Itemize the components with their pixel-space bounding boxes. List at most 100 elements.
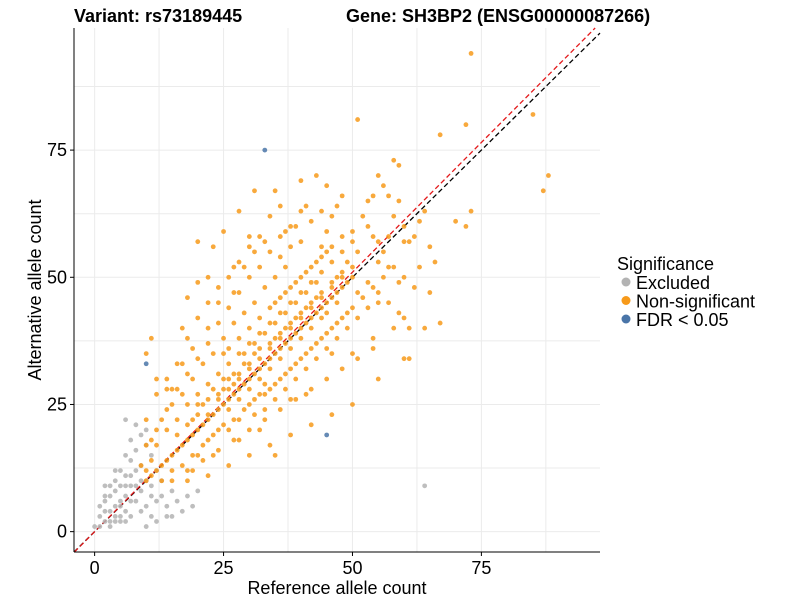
point-non-significant [401,274,407,280]
gene-title: Gene: SH3BP2 (ENSG00000087266) [346,6,650,26]
point-non-significant [463,122,469,128]
point-non-significant [319,305,324,311]
point-non-significant [185,295,190,301]
point-excluded [128,473,134,479]
point-excluded [164,503,170,509]
point-non-significant [329,295,335,301]
point-non-significant [252,188,257,194]
point-non-significant [293,224,299,229]
point-non-significant [334,320,340,326]
point-non-significant [236,437,242,443]
point-excluded [118,513,123,519]
data-points [92,51,551,529]
point-non-significant [267,249,273,255]
point-non-significant [221,351,226,356]
point-non-significant [355,117,361,122]
point-excluded [107,483,113,489]
legend-label: FDR < 0.05 [636,310,729,330]
point-excluded [118,519,123,524]
point-non-significant [159,417,165,423]
point-non-significant [313,173,319,178]
point-non-significant [277,330,283,336]
point-non-significant [386,234,391,239]
point-non-significant [308,218,314,224]
point-non-significant [257,264,263,270]
point-non-significant [179,391,185,397]
point-non-significant [221,229,226,234]
point-non-significant [411,234,417,239]
point-non-significant [288,335,293,341]
point-non-significant [365,198,371,204]
point-non-significant [236,371,242,377]
point-non-significant [308,279,314,285]
point-non-significant [231,437,237,443]
point-excluded [154,519,159,524]
y-axis-title: Alternative allele count [25,199,45,380]
point-non-significant [226,346,232,351]
point-non-significant [236,396,242,402]
point-non-significant [339,285,345,290]
point-non-significant [246,274,252,280]
point-excluded [148,513,154,519]
point-excluded [143,503,149,509]
point-excluded [143,524,149,529]
point-excluded [133,447,139,453]
point-excluded [133,498,139,504]
point-non-significant [267,320,273,326]
point-non-significant [329,244,335,250]
point-non-significant [288,320,293,326]
point-excluded [174,498,180,504]
point-non-significant [396,310,402,316]
point-non-significant [365,224,371,229]
point-non-significant [334,274,340,280]
point-non-significant [205,341,211,346]
point-non-significant [355,315,361,321]
point-non-significant [375,376,381,382]
point-non-significant [375,173,381,178]
point-non-significant [391,213,397,219]
point-non-significant [350,229,355,234]
point-non-significant [360,295,366,301]
point-non-significant [298,239,304,245]
point-non-significant [221,386,226,392]
point-excluded [102,483,108,489]
point-non-significant [370,346,376,351]
point-non-significant [159,478,165,484]
point-non-significant [246,452,252,458]
point-excluded [138,478,144,484]
point-non-significant [215,447,221,453]
point-non-significant [190,346,196,351]
point-non-significant [179,463,185,468]
point-non-significant [324,300,330,306]
point-non-significant [179,325,185,331]
point-non-significant [143,478,149,484]
point-non-significant [375,300,381,306]
point-non-significant [246,325,252,331]
point-non-significant [169,402,175,407]
point-non-significant [226,274,232,280]
point-non-significant [267,346,273,351]
point-non-significant [324,330,330,336]
legend-label: Non-significant [636,292,755,312]
point-excluded [148,452,154,458]
point-non-significant [169,478,175,484]
y-tick-label: 25 [47,394,67,414]
legend-label: Excluded [636,273,710,293]
point-non-significant [391,264,397,270]
point-non-significant [272,351,278,356]
point-non-significant [231,391,237,397]
point-non-significant [272,381,278,387]
point-non-significant [215,391,221,397]
point-non-significant [221,402,226,407]
point-non-significant [308,422,314,428]
point-non-significant [288,432,293,438]
point-non-significant [174,417,180,423]
point-non-significant [164,407,170,412]
point-non-significant [241,381,247,387]
point-non-significant [303,305,309,311]
point-non-significant [386,193,391,199]
point-non-significant [262,407,268,412]
point-excluded [107,493,113,499]
point-non-significant [174,386,180,392]
